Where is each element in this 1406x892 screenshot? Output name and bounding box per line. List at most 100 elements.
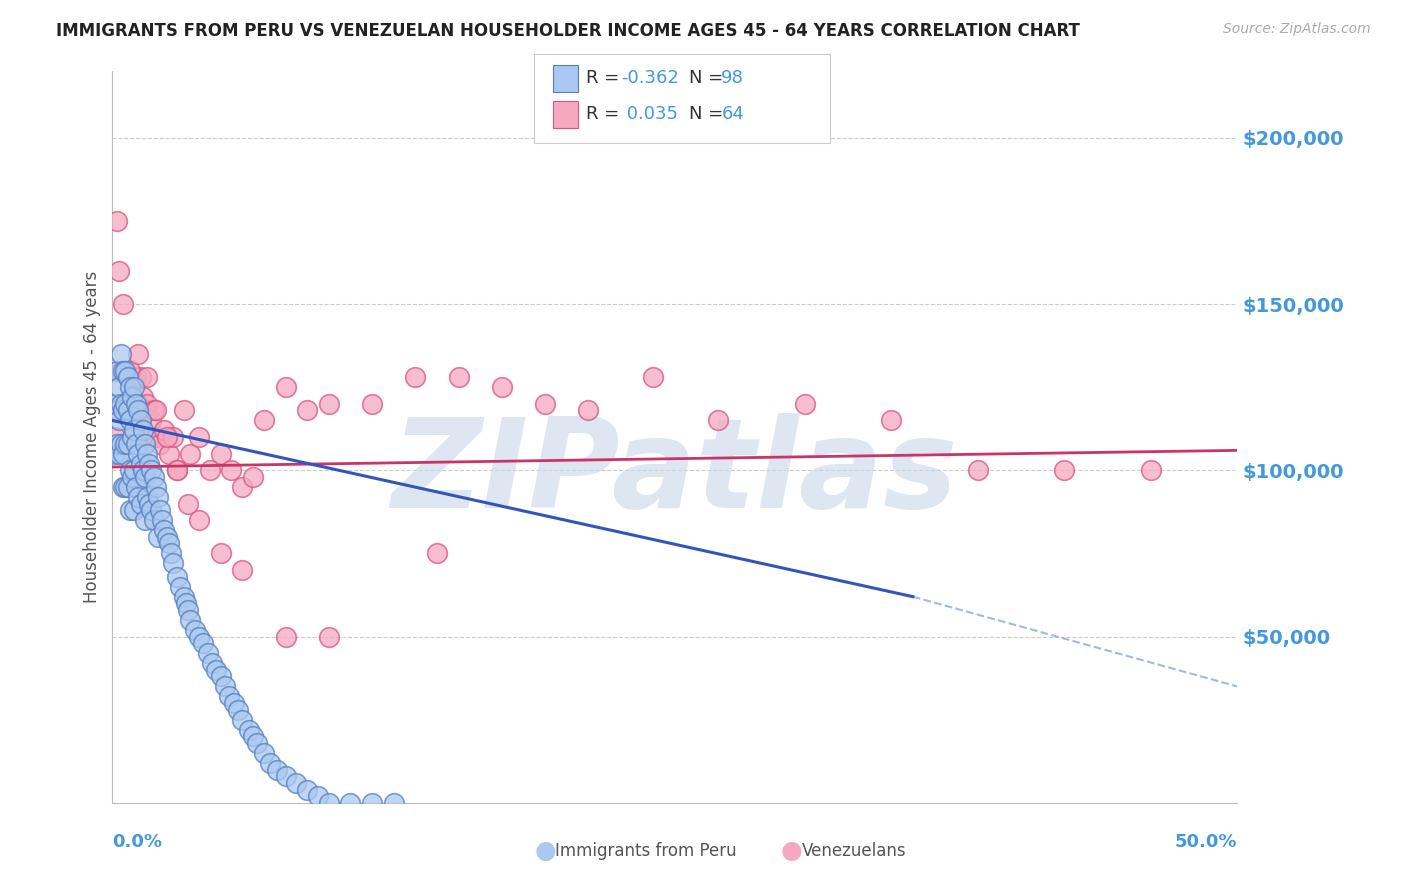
Point [162, 430, 184, 444]
Point [166, 570, 188, 584]
Point [214, 680, 236, 694]
Point [129, 457, 152, 471]
Point [307, 789, 329, 804]
Point [132, 463, 155, 477]
Point [141, 463, 163, 477]
Point [222, 696, 245, 710]
Point [121, 370, 143, 384]
Text: 98: 98 [721, 70, 744, 87]
Point [295, 782, 318, 797]
Point [134, 403, 156, 417]
Point [173, 590, 195, 604]
Text: Venezuelans: Venezuelans [801, 842, 905, 860]
Point [201, 656, 224, 670]
Point [177, 603, 200, 617]
Point [114, 480, 136, 494]
Point [157, 447, 180, 461]
Point [231, 563, 253, 577]
Point [274, 380, 297, 394]
Text: Immigrants from Peru: Immigrants from Peru [555, 842, 737, 860]
Point [238, 723, 260, 737]
Point [104, 430, 127, 444]
Point [122, 424, 145, 438]
Point [188, 630, 211, 644]
Point [179, 613, 201, 627]
Text: ●: ● [780, 839, 803, 863]
Point [136, 397, 159, 411]
Point [138, 430, 160, 444]
Point [253, 746, 276, 760]
Point [110, 436, 132, 450]
Point [966, 463, 988, 477]
Point [104, 447, 127, 461]
Point [105, 363, 128, 377]
Point [218, 690, 240, 704]
Point [145, 430, 167, 444]
Point [209, 669, 232, 683]
Point [404, 370, 426, 384]
Point [266, 763, 288, 777]
Point [104, 397, 127, 411]
Point [114, 397, 136, 411]
Point [105, 214, 128, 228]
Point [122, 463, 145, 477]
Point [274, 769, 297, 783]
Point [136, 370, 159, 384]
Point [576, 403, 599, 417]
Point [361, 796, 384, 810]
Point [146, 530, 169, 544]
Point [112, 397, 135, 411]
Point [188, 430, 211, 444]
Point [129, 497, 152, 511]
Point [153, 424, 176, 438]
Point [125, 397, 148, 411]
Y-axis label: Householder Income Ages 45 - 64 years: Householder Income Ages 45 - 64 years [83, 271, 101, 603]
Point [110, 347, 132, 361]
Point [136, 447, 159, 461]
Point [114, 363, 136, 377]
Point [447, 370, 470, 384]
Point [295, 403, 318, 417]
Point [112, 363, 135, 377]
Point [132, 424, 155, 438]
Point [105, 436, 128, 450]
Point [117, 480, 139, 494]
Point [259, 756, 281, 770]
Point [110, 397, 132, 411]
Point [118, 413, 141, 427]
Point [122, 403, 145, 417]
Point [793, 397, 815, 411]
Point [125, 480, 148, 494]
Point [118, 503, 141, 517]
Point [145, 403, 167, 417]
Point [112, 403, 135, 417]
Point [382, 796, 405, 810]
Text: 50.0%: 50.0% [1175, 833, 1237, 851]
Point [146, 490, 169, 504]
Point [134, 470, 156, 484]
Point [145, 480, 167, 494]
Text: 0.0%: 0.0% [112, 833, 163, 851]
Point [125, 370, 148, 384]
Point [121, 470, 143, 484]
Point [153, 523, 176, 537]
Point [117, 370, 139, 384]
Text: 0.035: 0.035 [621, 105, 679, 123]
Point [110, 363, 132, 377]
Point [122, 503, 145, 517]
Point [127, 403, 149, 417]
Point [121, 430, 143, 444]
Point [125, 436, 148, 450]
Point [160, 546, 183, 560]
Point [129, 413, 152, 427]
Point [112, 447, 135, 461]
Text: IMMIGRANTS FROM PERU VS VENEZUELAN HOUSEHOLDER INCOME AGES 45 - 64 YEARS CORRELA: IMMIGRANTS FROM PERU VS VENEZUELAN HOUSE… [56, 22, 1080, 40]
Point [132, 390, 155, 404]
Text: N =: N = [689, 70, 728, 87]
Point [138, 457, 160, 471]
Point [134, 513, 156, 527]
Point [129, 370, 152, 384]
Point [1139, 463, 1161, 477]
Point [209, 447, 232, 461]
Point [162, 557, 184, 571]
